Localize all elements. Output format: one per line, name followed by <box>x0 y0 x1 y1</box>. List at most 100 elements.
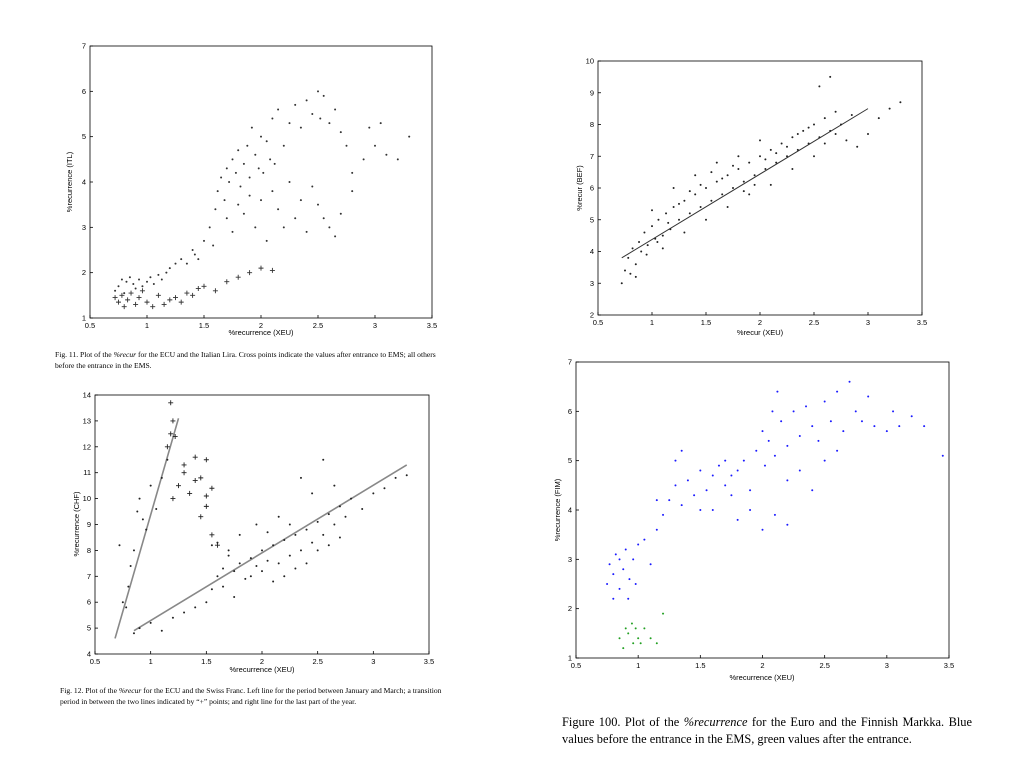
data-point <box>123 292 126 295</box>
data-point <box>759 139 761 142</box>
data-point <box>272 544 275 547</box>
y-tick-label: 3 <box>82 223 86 232</box>
data-point <box>160 629 163 632</box>
data-point <box>225 217 228 220</box>
data-point <box>817 439 820 442</box>
data-point <box>299 126 302 129</box>
data-point-cross <box>161 301 167 307</box>
data-point <box>811 489 814 492</box>
x-tick-label: 3.5 <box>424 657 434 666</box>
data-point <box>237 149 240 152</box>
data-point-cross <box>155 292 161 298</box>
y-ticks: 1 2 3 4 5 6 7 <box>82 42 93 323</box>
data-point-cross <box>181 470 187 476</box>
data-point <box>223 199 226 202</box>
y-ticks: 1 2 3 4 5 6 7 <box>568 358 579 663</box>
data-point-cross <box>168 431 174 437</box>
data-point <box>694 193 697 196</box>
data-point <box>634 263 637 266</box>
data-point <box>807 126 810 129</box>
data-point <box>205 601 208 604</box>
chart-chf: 0.5 1 1.5 2 2.5 3 3.5 4 5 6 7 8 9 10 11 12 13 14 %recurr… <box>72 391 434 675</box>
data-point-cross <box>187 490 193 496</box>
data-point <box>678 218 680 221</box>
data-point <box>311 185 314 188</box>
y-tick-label: 8 <box>590 120 594 129</box>
data-point-cross <box>198 514 204 520</box>
data-point <box>807 142 810 145</box>
data-point <box>769 148 772 151</box>
fit-line <box>133 464 408 632</box>
data-point <box>732 187 734 189</box>
y-tick-label: 4 <box>87 650 91 659</box>
y-tick-label: 2 <box>568 604 572 613</box>
data-point <box>813 123 815 126</box>
data-point <box>898 425 901 428</box>
data-point <box>618 637 621 640</box>
y-tick-label: 6 <box>568 407 572 416</box>
data-point <box>711 474 714 477</box>
data-point-cross <box>181 462 187 468</box>
data-point <box>796 133 799 136</box>
x-tick-label: 3.5 <box>944 661 954 670</box>
y-tick-label: 6 <box>82 87 86 96</box>
caption-emphasis: %recur <box>113 350 137 359</box>
data-point <box>272 580 275 583</box>
data-point <box>149 276 152 279</box>
data-point <box>288 523 291 526</box>
data-point <box>191 249 194 251</box>
data-point <box>699 469 702 472</box>
data-point <box>655 528 658 531</box>
data-point <box>888 107 891 110</box>
caption-emphasis: %recurrence <box>683 715 748 729</box>
data-point <box>317 90 319 93</box>
data-point <box>120 278 123 281</box>
x-tick-label: 1 <box>149 657 153 666</box>
data-point <box>732 164 734 167</box>
x-axis-label: %recurrence (XEU) <box>729 673 795 682</box>
data-point <box>721 193 724 196</box>
points <box>112 90 411 310</box>
data-point <box>141 285 144 288</box>
data-point <box>845 139 848 142</box>
data-point <box>254 226 257 229</box>
data-point <box>405 474 408 477</box>
data-point <box>730 474 733 477</box>
data-point-cross <box>112 295 118 301</box>
data-point <box>216 575 219 578</box>
data-point <box>798 469 801 472</box>
data-point <box>749 509 752 511</box>
data-point <box>724 459 727 462</box>
data-point <box>867 395 870 398</box>
data-point <box>328 122 331 125</box>
data-point <box>344 515 347 518</box>
data-point <box>842 430 845 433</box>
data-point <box>277 208 280 211</box>
data-point <box>138 497 141 500</box>
x-tick-label: 1.5 <box>201 657 211 666</box>
data-point <box>678 202 680 205</box>
y-axis-label: %recurrence (ITL) <box>65 151 74 212</box>
data-point <box>138 278 141 281</box>
data-point <box>628 578 631 581</box>
data-point <box>823 142 826 145</box>
x-ticks: 0.5 1 1.5 2 2.5 3 3.5 <box>90 651 434 666</box>
data-point <box>823 459 826 462</box>
data-point-cross <box>258 265 264 271</box>
data-point <box>680 504 683 507</box>
data-point <box>834 133 837 136</box>
data-point <box>638 240 641 243</box>
data-point-cross <box>247 270 253 276</box>
data-point-cross <box>167 297 173 303</box>
data-point <box>408 135 411 138</box>
data-point-cross <box>201 283 207 289</box>
data-point <box>688 212 691 215</box>
data-point <box>262 171 265 174</box>
data-point <box>632 642 635 645</box>
data-point <box>649 563 652 566</box>
data-point <box>305 528 308 531</box>
data-point <box>125 606 128 609</box>
data-point-cross <box>139 288 145 294</box>
